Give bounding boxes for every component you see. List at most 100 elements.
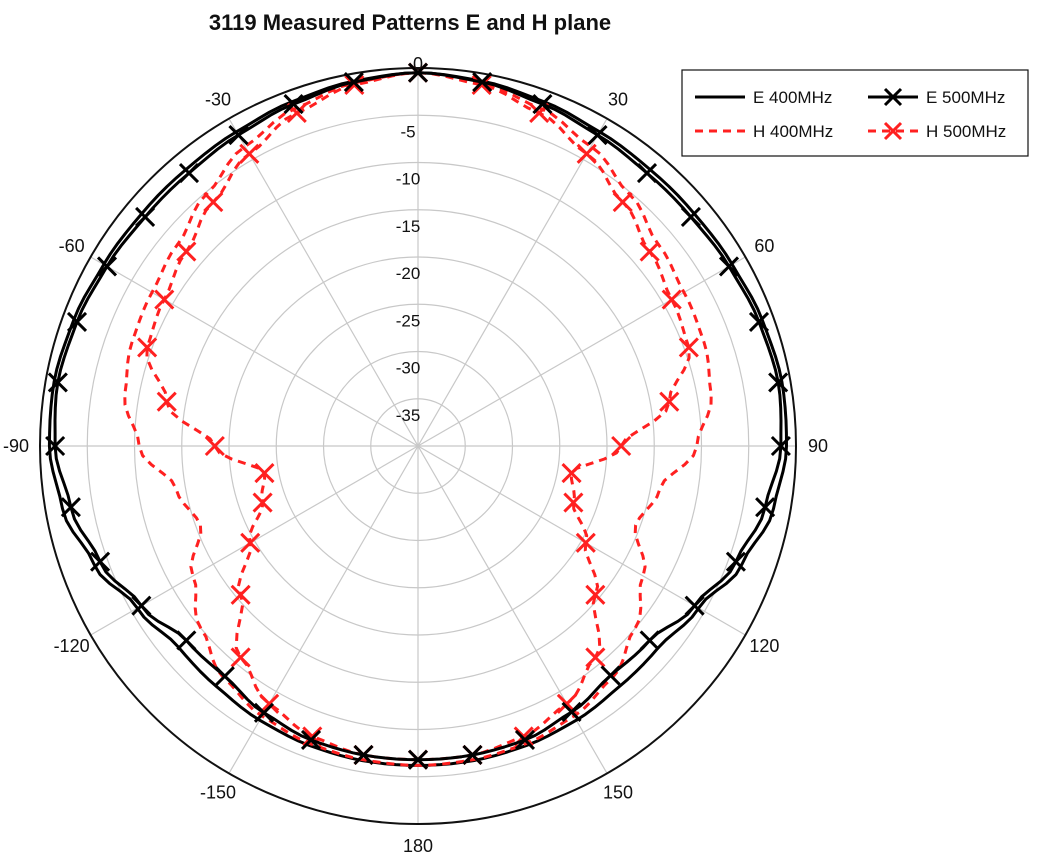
series-marker (66, 311, 88, 332)
series-marker (472, 72, 493, 93)
polar-grid (39, 67, 797, 825)
series-marker (514, 729, 536, 750)
series-marker (684, 595, 705, 616)
series-marker (283, 94, 304, 115)
series-marker (214, 666, 235, 687)
angle-tick-label: 0 (413, 54, 423, 74)
series-marker (135, 206, 156, 228)
legend-label: E 400MHz (753, 88, 832, 107)
legend-label: H 400MHz (753, 122, 833, 141)
series-marker (561, 463, 582, 484)
series-marker (230, 584, 251, 605)
angle-tick-label: 120 (749, 636, 779, 656)
series-marker (407, 749, 429, 770)
series-marker (680, 206, 701, 228)
series-marker (240, 532, 261, 553)
series-layer (45, 62, 791, 770)
legend-label: E 500MHz (926, 88, 1005, 107)
angle-tick-label: -150 (200, 782, 236, 802)
series-marker (407, 62, 429, 83)
angle-tick-label: -120 (54, 636, 90, 656)
series-marker (253, 702, 275, 723)
series-marker (300, 729, 322, 750)
series-marker (563, 492, 584, 513)
series-marker (353, 744, 374, 766)
series-marker (176, 241, 197, 262)
series-marker (636, 163, 658, 184)
series-marker (561, 701, 582, 723)
series-marker (600, 665, 621, 686)
series-marker (156, 391, 177, 412)
legend-item: H 400MHz (695, 122, 833, 141)
series-line (123, 71, 713, 767)
series-marker (230, 647, 251, 668)
angle-tick-label: 180 (403, 836, 433, 855)
series-h-400mhz (123, 71, 713, 767)
series-marker (60, 497, 81, 518)
legend-box (681, 69, 1029, 157)
radial-tick-labels: -5 -10 -15 -20 -25 -30 -35 (396, 122, 421, 425)
series-marker (137, 337, 158, 358)
legend-item: E 400MHz (695, 88, 832, 107)
series-marker (639, 241, 660, 262)
legend-label: H 500MHz (926, 122, 1006, 141)
legend-item: E 500MHz (868, 87, 1005, 107)
series-marker (343, 72, 364, 93)
series-marker (239, 143, 260, 164)
series-marker (462, 744, 483, 766)
series-marker (725, 551, 746, 572)
radial-tick-label: -35 (396, 406, 421, 425)
series-marker (585, 584, 606, 605)
angle-tick-label: 150 (603, 782, 633, 802)
series-marker (47, 372, 68, 393)
angle-tick-label: -60 (59, 236, 85, 256)
series-marker (661, 289, 682, 310)
series-marker (344, 74, 365, 95)
angle-tick-labels: 0 30 60 90 120 150 180 -150 -120 -90 -60 -30 (3, 54, 828, 855)
series-marker (659, 391, 680, 412)
series-marker (755, 497, 776, 518)
chart-title: 3119 Measured Patterns E and H plane (209, 10, 611, 35)
series-marker (575, 532, 596, 553)
legend: E 400MHz E 500MHz H 400MHz H 500MHz (681, 69, 1029, 157)
series-marker (176, 630, 197, 651)
outer-ring (39, 67, 797, 825)
series-marker (639, 630, 660, 651)
series-marker (228, 124, 249, 146)
series-marker (718, 256, 740, 277)
angle-tick-label: 90 (808, 436, 828, 456)
series-marker (203, 191, 224, 213)
series-marker (45, 435, 66, 457)
radial-tick-label: -10 (396, 170, 421, 189)
series-marker (204, 435, 225, 457)
angle-tick-label: 60 (754, 236, 774, 256)
series-marker (587, 124, 608, 146)
radial-tick-label: -25 (396, 311, 421, 330)
series-marker (678, 337, 699, 358)
series-marker (612, 191, 633, 213)
series-marker (471, 74, 492, 95)
series-marker (770, 435, 791, 457)
series-marker (90, 551, 111, 572)
series-marker (768, 372, 789, 393)
series-marker (576, 143, 597, 164)
series-marker (252, 492, 273, 513)
series-marker (532, 94, 553, 115)
legend-marker (883, 121, 903, 141)
radial-tick-label: -30 (396, 359, 421, 378)
angle-tick-label: 30 (608, 90, 628, 110)
series-marker (96, 256, 118, 277)
series-marker (748, 311, 770, 332)
series-marker (131, 595, 152, 616)
legend-marker (883, 87, 903, 107)
series-marker (259, 693, 280, 714)
series-marker (154, 289, 175, 310)
angle-tick-label: -90 (3, 436, 29, 456)
radial-tick-label: -5 (400, 122, 415, 141)
series-marker (585, 647, 606, 668)
grid-spoke (228, 118, 608, 774)
series-marker (611, 435, 632, 457)
series-e-500mhz (45, 62, 791, 770)
legend-item: H 500MHz (868, 121, 1006, 141)
